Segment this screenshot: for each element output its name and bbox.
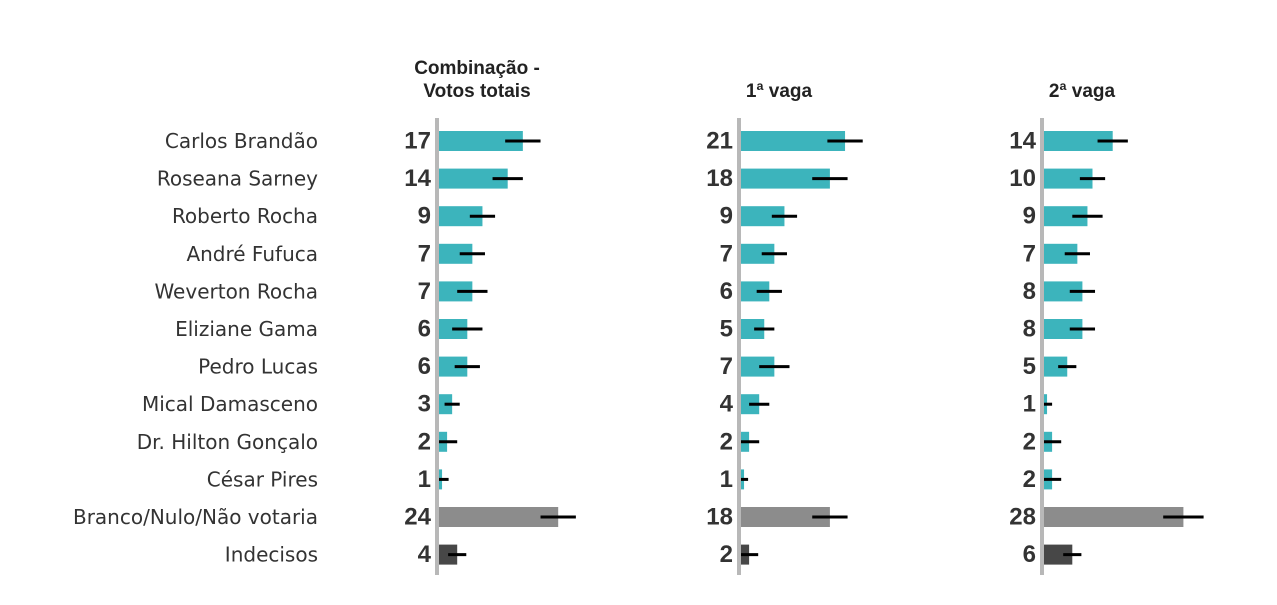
value-label: 24 <box>404 504 431 531</box>
value-label: 6 <box>1023 541 1036 568</box>
value-label: 4 <box>418 541 432 568</box>
category-label: Dr. Hilton Gonçalo <box>137 430 318 454</box>
value-label: 14 <box>404 165 431 192</box>
value-label: 14 <box>1009 128 1036 155</box>
bar <box>1042 319 1083 339</box>
bar <box>739 281 770 302</box>
category-label: André Fufuca <box>186 242 318 266</box>
value-label: 7 <box>418 240 431 267</box>
value-label: 9 <box>1023 203 1036 230</box>
category-label: Eliziane Gama <box>175 317 318 341</box>
bar <box>739 206 785 227</box>
panel-title: 2ª vaga <box>1049 81 1116 102</box>
bar <box>437 281 473 302</box>
value-label: 1 <box>418 466 431 493</box>
bar <box>437 206 483 227</box>
category-label: Carlos Brandão <box>165 129 318 153</box>
category-label: César Pires <box>207 467 318 491</box>
bar <box>739 507 830 527</box>
value-label: 18 <box>706 504 733 531</box>
category-label: Weverton Rocha <box>154 279 318 303</box>
value-label: 7 <box>1023 240 1036 267</box>
bar <box>1042 131 1113 151</box>
value-label: 8 <box>1023 278 1036 305</box>
value-label: 2 <box>1023 428 1036 455</box>
value-label: 2 <box>1023 466 1036 493</box>
bar <box>437 544 458 565</box>
bar <box>739 356 775 377</box>
bar <box>739 243 775 264</box>
bar <box>1042 281 1083 302</box>
value-label: 10 <box>1009 165 1036 192</box>
value-label: 6 <box>720 278 733 305</box>
value-label: 1 <box>720 466 733 493</box>
bar <box>437 168 508 189</box>
bar <box>1042 356 1068 377</box>
value-label: 2 <box>720 541 733 568</box>
value-label: 2 <box>418 428 431 455</box>
value-label: 7 <box>720 353 733 380</box>
bar <box>437 356 468 377</box>
value-label: 1 <box>1023 391 1036 418</box>
value-label: 4 <box>720 391 734 418</box>
panel-title: Votos totais <box>423 81 530 102</box>
value-label: 6 <box>418 316 431 343</box>
category-label: Mical Damasceno <box>142 392 318 416</box>
panel-title: Combinação - <box>414 58 540 79</box>
value-label: 3 <box>418 391 431 418</box>
value-label: 7 <box>418 278 431 305</box>
bar <box>1042 243 1078 264</box>
category-label: Roseana Sarney <box>157 167 318 191</box>
value-label: 21 <box>706 128 733 155</box>
bar <box>437 507 559 527</box>
bar <box>739 168 830 189</box>
value-label: 2 <box>720 428 733 455</box>
bar <box>1042 168 1093 189</box>
value-label: 9 <box>720 203 733 230</box>
bar <box>739 131 846 151</box>
bar <box>1042 544 1073 565</box>
bar <box>1042 206 1088 227</box>
value-label: 17 <box>404 128 431 155</box>
value-label: 18 <box>706 165 733 192</box>
bar <box>1042 507 1184 527</box>
value-label: 9 <box>418 203 431 230</box>
category-label: Indecisos <box>225 543 318 567</box>
bar <box>437 243 473 264</box>
category-label: Branco/Nulo/Não votaria <box>73 505 318 529</box>
panel-title: 1ª vaga <box>746 81 813 102</box>
bar <box>739 319 765 339</box>
value-label: 7 <box>720 240 733 267</box>
value-label: 6 <box>418 353 431 380</box>
value-label: 5 <box>720 316 733 343</box>
category-label: Pedro Lucas <box>198 355 318 379</box>
value-label: 5 <box>1023 353 1036 380</box>
bar <box>437 131 523 151</box>
value-label: 8 <box>1023 316 1036 343</box>
category-label: Roberto Rocha <box>172 204 318 228</box>
value-label: 28 <box>1009 504 1036 531</box>
